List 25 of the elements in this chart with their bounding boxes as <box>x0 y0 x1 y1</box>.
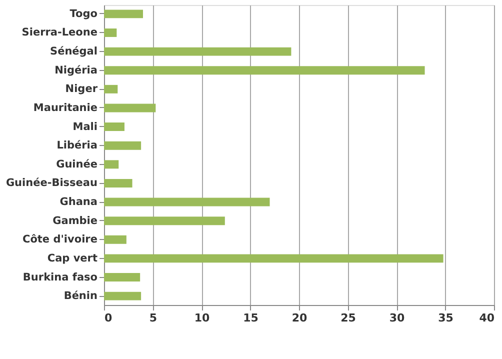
y-tick-label: Mauritanie <box>33 102 98 114</box>
x-tick-label: 35 <box>438 312 454 324</box>
y-tick-label: Bénin <box>64 290 98 302</box>
x-tick-label: 40 <box>479 312 495 324</box>
y-tick-label: Burkina faso <box>22 271 98 284</box>
x-tick-label: 30 <box>389 312 405 324</box>
y-tick-label: Libéria <box>56 140 98 152</box>
y-tick-label: Nigéria <box>54 64 98 76</box>
y-tick-label: Cap vert <box>47 252 98 264</box>
y-tick-label: Ghana <box>60 196 98 208</box>
y-tick-label: Mali <box>72 120 98 133</box>
y-tick-label: Sénégal <box>50 46 98 58</box>
x-tick-label: 15 <box>243 312 258 324</box>
x-tick-label: 25 <box>340 312 356 324</box>
y-tick-label: Guinée <box>56 158 98 170</box>
y-tick-label: Sierra-Leone <box>22 26 98 39</box>
x-tick-label: 10 <box>194 312 210 324</box>
y-tick-label: Côte d'ivoire <box>22 234 98 246</box>
y-tick-label: Guinée-Bisseau <box>6 177 98 190</box>
x-tick-label: 20 <box>292 312 308 324</box>
y-tick-label: Niger <box>65 83 98 96</box>
x-tick-label: 5 <box>149 312 158 324</box>
y-tick-label: Togo <box>70 8 98 20</box>
y-tick-label: Gambie <box>52 214 98 227</box>
x-tick-label: 0 <box>104 312 112 324</box>
